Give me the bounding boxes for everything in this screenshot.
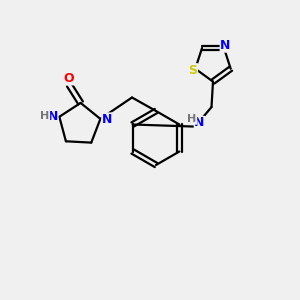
Text: S: S xyxy=(188,64,197,77)
Text: N: N xyxy=(220,39,231,52)
Text: N: N xyxy=(194,116,205,130)
Text: H: H xyxy=(188,114,196,124)
Text: O: O xyxy=(63,72,74,85)
Text: H: H xyxy=(40,111,50,121)
Text: N: N xyxy=(102,113,112,126)
Text: N: N xyxy=(47,110,58,123)
